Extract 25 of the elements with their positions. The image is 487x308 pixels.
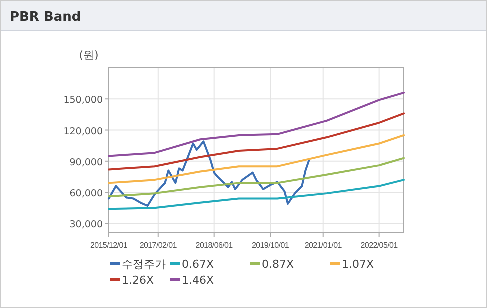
line-series (108, 140, 310, 208)
x-tick-label: 2021/01/01 (304, 241, 343, 250)
legend-label: 0.67X (182, 258, 214, 271)
x-tick-label: 2017/02/01 (140, 241, 178, 250)
x-tick-label: 2019/10/01 (252, 241, 290, 250)
line-series (108, 92, 405, 158)
y-axis-title: (원) (79, 49, 99, 62)
line-series (108, 134, 405, 184)
x-tick-label: 2022/05/01 (360, 241, 399, 250)
line-series (108, 112, 405, 171)
y-tick-label: 150,000 (64, 95, 103, 106)
x-tick-label: 2015/12/01 (90, 241, 128, 250)
y-tick-label: 30,000 (70, 220, 103, 231)
legend-label: 수정주가 (122, 258, 166, 271)
y-tick-label: 90,000 (70, 157, 103, 168)
line-series (108, 157, 405, 198)
legend-label: 1.26X (122, 274, 154, 287)
x-tick-label: 2018/06/01 (196, 241, 234, 250)
y-tick-label: 60,000 (70, 188, 103, 200)
chart-title: PBR Band (10, 10, 82, 25)
y-tick-label: 120,000 (64, 126, 103, 138)
legend-label: 0.87X (262, 258, 294, 271)
line-series (108, 179, 405, 210)
legend-label: 1.46X (182, 274, 214, 287)
legend-label: 1.07X (342, 258, 374, 271)
